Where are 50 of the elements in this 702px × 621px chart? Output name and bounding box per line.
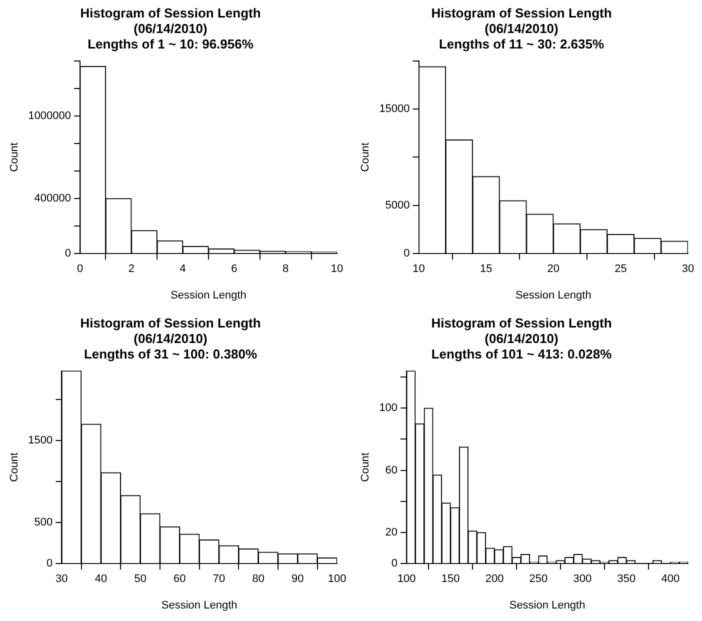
y-tick-label: 5000 xyxy=(385,199,410,212)
chart-title: Histogram of Session Length (06/14/2010) Lengths of 101 ~ 413: 0.028% xyxy=(431,315,612,362)
x-tick-label: 6 xyxy=(231,263,238,276)
y-tick-label: 0 xyxy=(46,558,53,570)
x-tick-label: 200 xyxy=(485,573,504,586)
y-tick-label: 1500 xyxy=(28,434,53,447)
x-tick-label: 30 xyxy=(682,263,694,276)
x-axis-title: Session Length xyxy=(161,599,238,612)
chart-title: Histogram of Session Length (06/14/2010) Lengths of 31 ~ 100: 0.380% xyxy=(80,315,261,362)
x-tick-label: 90 xyxy=(292,573,304,586)
y-tick-label: 100 xyxy=(379,402,398,414)
x-tick-label: 150 xyxy=(441,573,460,586)
x-tick-label: 8 xyxy=(282,263,289,276)
x-tick-label: 2 xyxy=(128,263,134,276)
y-tick-label: 60 xyxy=(385,464,398,476)
x-tick-label: 20 xyxy=(547,263,560,276)
x-tick-label: 15 xyxy=(480,263,492,276)
y-axis-title: Count xyxy=(8,452,21,482)
x-tick-label: 40 xyxy=(94,573,108,586)
x-axis-title: Session Length xyxy=(515,289,592,302)
y-tick-label: 400000 xyxy=(34,192,72,205)
x-tick-label: 25 xyxy=(614,263,627,276)
chart-title: Histogram of Session Length (06/14/2010) Lengths of 11 ~ 30: 2.635% xyxy=(431,5,612,52)
x-tick-label: 400 xyxy=(661,573,680,586)
y-axis-title: Count xyxy=(360,452,372,482)
x-tick-label: 80 xyxy=(252,573,264,586)
x-tick-label: 70 xyxy=(212,573,226,586)
x-tick-label: 4 xyxy=(180,263,186,276)
x-tick-label: 30 xyxy=(56,573,68,586)
y-tick-label: 500 xyxy=(34,516,53,529)
x-tick-label: 250 xyxy=(529,573,548,586)
y-tick-label: 0 xyxy=(64,248,72,260)
x-tick-label: 100 xyxy=(328,573,346,586)
x-tick-label: 10 xyxy=(412,263,425,276)
y-tick-label: 0 xyxy=(404,248,410,260)
y-axis-title: Count xyxy=(8,142,21,172)
y-tick-label: 15000 xyxy=(379,103,410,116)
y-tick-label: 20 xyxy=(385,526,398,539)
y-tick-label: 1000000 xyxy=(28,110,72,122)
y-tick-label: 0 xyxy=(391,558,398,570)
x-axis-title: Session Length xyxy=(509,599,586,612)
x-tick-label: 10 xyxy=(330,263,344,276)
x-tick-label: 350 xyxy=(617,573,636,586)
x-tick-label: 300 xyxy=(573,573,592,586)
chart-title: Histogram of Session Length (06/14/2010) Lengths of 1 ~ 10: 96.956% xyxy=(80,5,261,52)
y-axis-title: Count xyxy=(360,142,372,172)
x-tick-label: 50 xyxy=(134,573,146,586)
x-axis-title: Session Length xyxy=(170,289,246,302)
x-tick-label: 60 xyxy=(174,573,186,586)
x-tick-label: 0 xyxy=(76,263,84,276)
